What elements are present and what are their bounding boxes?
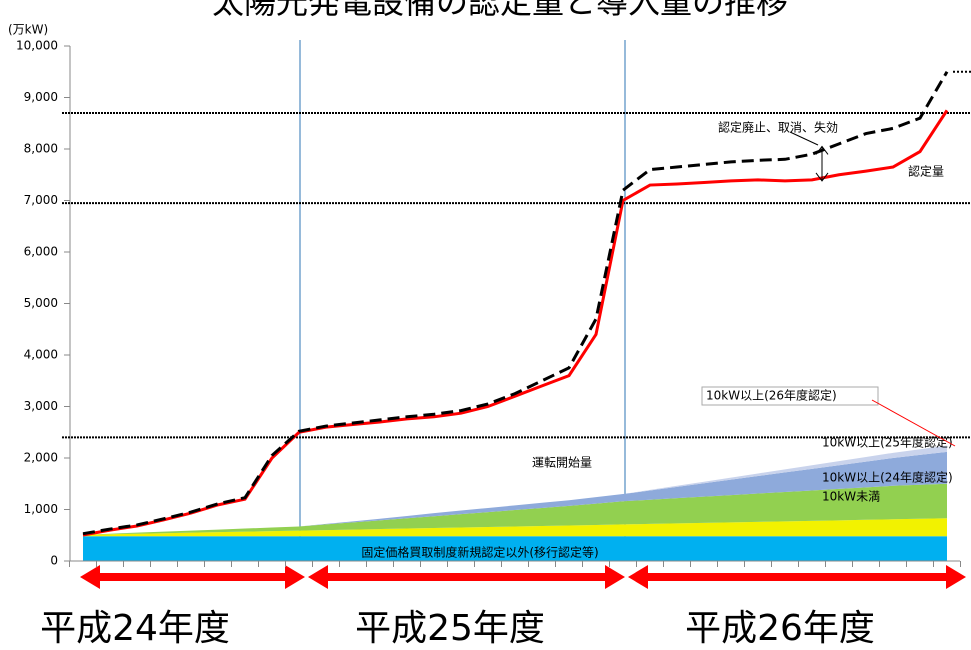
y-tick-label: 8,000 [24,142,58,156]
period-label: 平成24年度 [40,608,230,649]
y-tick-label: 3,000 [24,399,58,413]
period-label: 平成25年度 [355,608,545,649]
period-label: 平成26年度 [685,608,875,649]
annotation-leader [871,399,956,447]
label-box [701,386,879,406]
series-label: 10kW未満 [822,490,880,504]
annotation-leader [789,131,819,146]
stacked-area [83,536,947,561]
y-tick-label: 6,000 [24,245,58,259]
y-tick-label: 4,000 [24,348,58,362]
annotation: 認定廃止、取消、失効 [718,120,838,135]
y-tick-label: 2,000 [24,451,58,465]
annotation: 運転開始量 [532,456,592,470]
series-label: 10kW以上(26年度認定) [706,388,837,403]
annotation: 認定量 [908,164,944,179]
y-tick-label: 9,000 [24,90,58,104]
annotation-arrow-head [815,172,829,182]
period-arrows [80,565,966,589]
y-tick-label: 1,000 [24,502,58,516]
y-tick-label: 5,000 [24,296,58,310]
y-tick-label: 10,000 [16,39,58,53]
stacked-area [83,518,947,537]
chart-title: 太陽光発電設備の認定量と導入量の推移 [212,0,788,21]
series-label: 10kW以上(25年度認定) [822,435,953,450]
series-label: 固定価格買取制度新規認定以外(移行認定等) [361,545,598,560]
y-tick-label: 7,000 [24,193,58,207]
y-unit: (万kW) [8,23,48,37]
y-tick-label: 0 [50,554,58,568]
line-series [82,70,949,536]
series-label: 10kW以上(24年度認定) [822,470,953,485]
annotation-arrow-head [815,145,829,155]
stacked-area [83,483,947,535]
